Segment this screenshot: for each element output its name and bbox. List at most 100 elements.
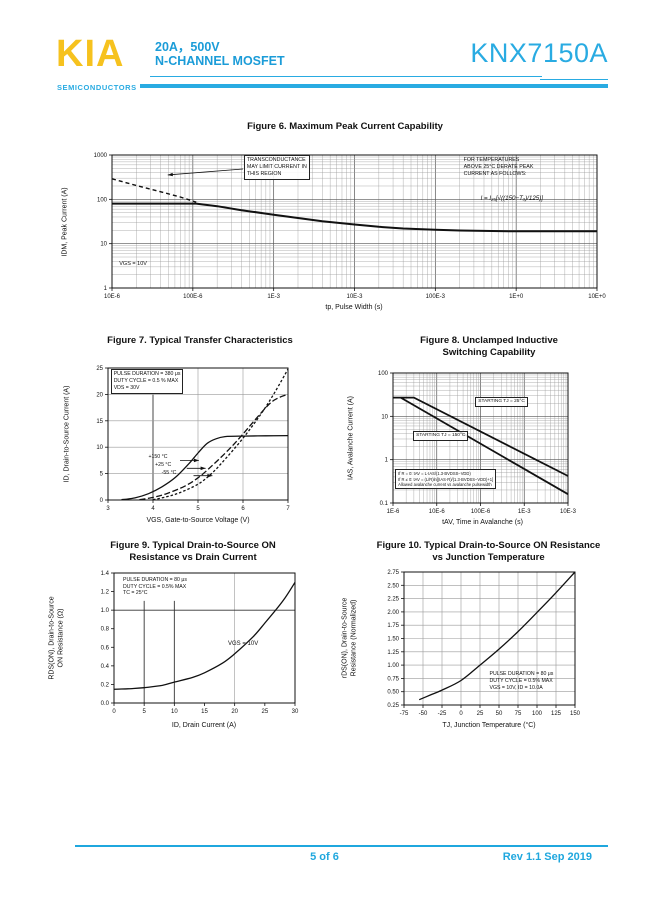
y-tick-label: 20 <box>96 392 103 398</box>
figure-7-y-axis-label: ID, Drain-to-Source Current (A) <box>63 385 71 483</box>
series--150-c <box>121 434 289 501</box>
y-tick-label: 10 <box>96 445 103 451</box>
figure-8-title: Figure 8. Unclamped Inductive Switching … <box>420 335 558 358</box>
chart-annotation: I = I₂₅[√((150−Tₐ)/125)] <box>480 194 543 202</box>
x-tick-label: 100 <box>532 711 543 717</box>
chart-annotation: VGS = 10V <box>119 260 147 267</box>
header-rule-thin-right <box>540 79 608 80</box>
x-tick-label: -75 <box>400 711 409 717</box>
y-tick-label: 0.75 <box>387 676 399 682</box>
x-tick-label: 15 <box>201 709 208 715</box>
series-transconductance-limit <box>111 178 197 203</box>
chart-annotation: +25 °C <box>155 462 172 469</box>
y-tick-label: 0.6 <box>101 645 110 651</box>
x-tick-label: 20 <box>231 709 238 715</box>
x-tick-label: 25 <box>261 709 268 715</box>
x-tick-label: 10E-3 <box>346 294 363 300</box>
y-tick-label: 100 <box>97 197 108 203</box>
chart-annotation: FOR TEMPERATURES ABOVE 25°C DERATE PEAK … <box>463 156 534 177</box>
annotation-arrowhead <box>167 172 173 177</box>
x-tick-label: 1E-6 <box>387 509 400 515</box>
y-tick-label: 25 <box>96 366 103 372</box>
revision-label: Rev 1.1 Sep 2019 <box>502 851 592 863</box>
y-tick-label: 15 <box>96 419 103 425</box>
x-tick-label: 0 <box>112 709 116 715</box>
x-tick-label: 150 <box>570 711 581 717</box>
figure-8-chart-area: 1E-6 10E-6 100E-6 1E-3 10E-3 0.1 1 10 100 STARTI… <box>368 358 593 523</box>
x-tick-label: 1E+0 <box>509 294 524 300</box>
figure-10-chart-area: -75 -50 -25 0 25 50 75 100 125 150 0.25 0.50 0.75 1.0… <box>374 563 599 720</box>
x-tick-label: 4 <box>151 506 155 512</box>
y-tick-label: 1 <box>385 458 389 464</box>
device-rating: 20A，500V <box>155 40 220 54</box>
page-number: 5 of 6 <box>310 851 339 863</box>
y-tick-label: 1.25 <box>387 650 399 656</box>
y-tick-label: 1 <box>104 286 108 292</box>
x-tick-label: 6 <box>241 506 245 512</box>
chart-annotation: STARTING TJ = 150°C <box>413 430 469 442</box>
y-tick-label: 10 <box>100 242 107 248</box>
figure-7-plot: 3 4 5 6 7 0 5 10 15 20 25 <box>96 366 290 512</box>
y-tick-label: 2.25 <box>387 597 399 603</box>
chart-annotation: TRANSCONDUCTANCE MAY LIMIT CURRENT IN TH… <box>243 155 310 180</box>
y-tick-label: 0.8 <box>101 627 110 633</box>
y-tick-label: 0.2 <box>101 682 110 688</box>
x-tick-label: 100E-6 <box>471 509 491 515</box>
figure-8-y-axis-label: IAS, Avalanche Current (A) <box>347 396 355 480</box>
y-tick-label: 10 <box>381 414 388 420</box>
x-tick-label: 25 <box>477 711 484 717</box>
y-tick-label: 2.00 <box>387 610 399 616</box>
figure-7-x-axis-label: VGS, Gate-to-Source Voltage (V) <box>146 517 250 524</box>
figure-8-x-axis-label: tAV, Time in Avalanche (s) <box>442 519 523 526</box>
kia-logo: KIA <box>56 33 125 75</box>
series--25-c <box>139 393 289 501</box>
annotation-arrowhead <box>200 466 206 471</box>
x-tick-label: 50 <box>496 711 503 717</box>
y-tick-label: 1.00 <box>387 663 399 669</box>
y-tick-label: 0.50 <box>387 690 399 696</box>
header-rule-thin <box>150 76 542 77</box>
y-tick-label: 0 <box>100 498 104 504</box>
x-tick-label: 10E+0 <box>588 294 606 300</box>
y-tick-label: 1.0 <box>101 608 110 614</box>
series--55-c <box>152 368 289 501</box>
figure-6-title: Figure 6. Maximum Peak Current Capabilit… <box>247 121 443 132</box>
y-tick-label: 2.50 <box>387 583 399 589</box>
footer-rule <box>75 845 608 847</box>
x-tick-label: 75 <box>515 711 522 717</box>
x-tick-label: 5 <box>142 709 146 715</box>
x-tick-label: 100E-6 <box>183 294 203 300</box>
y-tick-label: 1.50 <box>387 637 399 643</box>
y-tick-label: 1.75 <box>387 623 399 629</box>
figure-10-x-axis-label: TJ, Junction Temperature (°C) <box>442 722 536 729</box>
kia-logo-subtitle: SEMICONDUCTORS <box>57 83 137 92</box>
chart-annotation: PULSE DURATION = 380 μs DUTY CYCLE = 0.5… <box>110 369 184 394</box>
chart-annotation: PULSE DURATION = 80 μs DUTY CYCLE = 0.5%… <box>123 576 187 597</box>
chart-annotation: VGS = 10V <box>228 640 259 647</box>
chart-annotation: STARTING TJ = 25°C <box>475 397 528 408</box>
y-tick-label: 100 <box>378 371 389 377</box>
header-rule-thick <box>140 84 608 88</box>
device-type: N-CHANNEL MOSFET <box>155 54 285 68</box>
chart-annotation: If R = 0: tAV = L·IAS/(1.3·BVDSS−VDD) If… <box>395 469 497 490</box>
y-tick-label: 0.25 <box>387 703 399 709</box>
part-number: KNX7150A <box>470 38 608 68</box>
series-normalized-rdson-vs-tj <box>418 571 576 701</box>
figure-7-title: Figure 7. Typical Transfer Characteristi… <box>107 335 293 346</box>
y-tick-label: 1.2 <box>101 590 110 596</box>
x-tick-label: 125 <box>551 711 562 717</box>
figure-8-plot: 1E-6 10E-6 100E-6 1E-3 10E-3 0.1 1 10 100 <box>378 371 577 515</box>
x-tick-label: 3 <box>106 506 110 512</box>
chart-annotation: -55 °C <box>161 469 177 476</box>
series-starting-tj-150c <box>400 396 569 495</box>
y-tick-label: 5 <box>100 472 104 478</box>
x-tick-label: 30 <box>292 709 299 715</box>
x-tick-label: 100E-3 <box>426 294 446 300</box>
figure-6-x-axis-label: tp, Pulse Width (s) <box>325 304 383 311</box>
chart-annotation: PULSE DURATION = 80 μs DUTY CYCLE = 0.5%… <box>489 671 554 691</box>
x-tick-label: 10E-6 <box>104 294 121 300</box>
figure-6-plot: 10E-6 100E-6 1E-3 10E-3 100E-3 1E+0 10E+0 1 10 10… <box>94 153 607 300</box>
figure-6-y-axis-label: IDM, Peak Current (A) <box>61 187 69 257</box>
annotation-arrowhead <box>207 473 213 478</box>
series-peak-current-limit-vgs-10v <box>112 202 597 233</box>
